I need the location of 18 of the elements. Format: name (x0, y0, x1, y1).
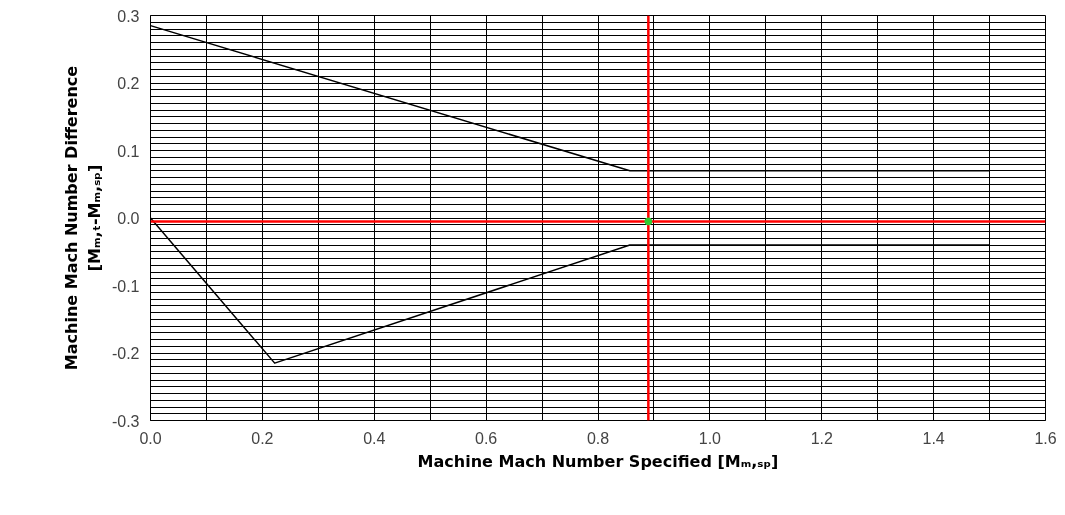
x-tick-label: 1.0 (698, 429, 722, 447)
x-tick-label: 0.2 (251, 429, 274, 447)
y-tick-label: 0.1 (117, 142, 140, 160)
y-axis-title: Machine Mach Number Difference [Mₘ,ₜ-Mₘ,ₛₚ] (62, 65, 104, 371)
y-tick-label: 0.2 (117, 75, 140, 92)
y-tick-label: 0.3 (117, 7, 140, 25)
y-tick-label: -0.2 (111, 345, 140, 362)
x-tick-label: 0.4 (363, 429, 386, 447)
x-tick-label: 1.6 (1034, 429, 1057, 447)
y-tick-label: -0.3 (111, 412, 140, 430)
x-tick-label: 0.8 (586, 429, 610, 447)
x-tick-label: 0.0 (139, 429, 162, 447)
x-tick-label: 1.2 (810, 429, 833, 447)
x-tick-label: 0.6 (475, 429, 498, 447)
x-tick-label: 1.4 (922, 429, 945, 447)
y-tick-label: 0.0 (117, 210, 140, 227)
y-tick-label: -0.1 (111, 277, 140, 295)
x-axis-title: Machine Mach Number Specified [Mₘ,ₛₚ] (417, 451, 779, 471)
